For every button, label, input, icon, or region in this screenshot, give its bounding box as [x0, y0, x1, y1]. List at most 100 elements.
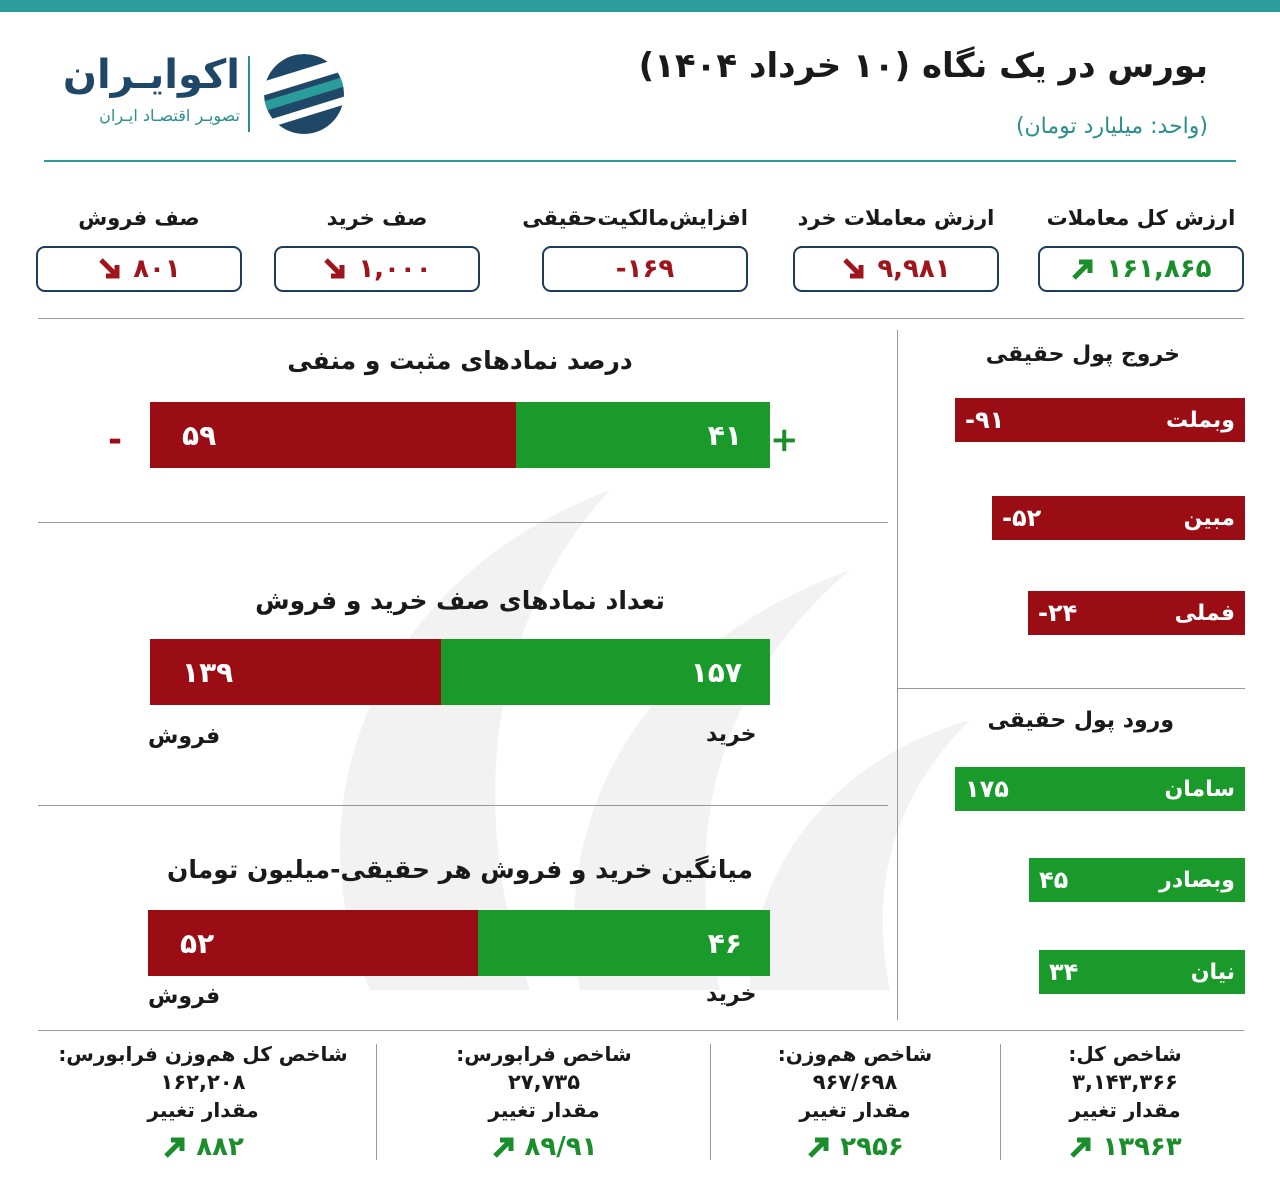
avg-buy-caption: خرید [706, 982, 757, 1007]
negative-value: ۵۹ [182, 418, 217, 452]
outflow-symbol: مبین [1183, 505, 1235, 531]
queue-symbols-bar: ۱۳۹ ۱۵۷ [150, 639, 770, 705]
outflow-symbol: فملی [1174, 600, 1235, 626]
kpi-label-ownership-change: افزایش‌مالکیت‌حقیقی [522, 206, 748, 230]
footer-divider-1 [376, 1044, 377, 1160]
arrow-up-icon [808, 1137, 829, 1158]
inflow-item: ۱۷۵ سامان [955, 767, 1245, 811]
kpi-label-retail-value: ارزش معاملات خرد [797, 206, 995, 230]
symbols-percent-bar: ۵۹ ۴۱ [150, 402, 770, 468]
section-divider-1 [38, 522, 888, 523]
outflow-item: -۵۲ مبین [992, 496, 1245, 540]
buy-caption: خرید [706, 722, 757, 747]
index-value: ۱۶۲,۲۰۸ [160, 1070, 246, 1094]
outflow-item: -۲۴ فملی [1028, 591, 1245, 635]
index-change-label: مقدار تغییر [1069, 1098, 1181, 1122]
top-accent-bar [0, 0, 1280, 12]
inflow-value: ۳۴ [1049, 958, 1079, 986]
kpi-box-retail-value: ۹,۹۸۱ [793, 246, 999, 292]
avg-buy-value: ۴۶ [707, 926, 742, 960]
kpi-divider [38, 318, 1244, 319]
index-value: ۲۷,۷۳۵ [507, 1070, 581, 1094]
kpi-value-sell-queue: ۸۰۱ [133, 254, 181, 284]
arrow-down-icon [99, 258, 120, 279]
arrow-down-icon [843, 258, 864, 279]
inflow-symbol: نیان [1190, 959, 1235, 985]
footer-divider [38, 1030, 1244, 1031]
outflow-symbol: وبملت [1166, 407, 1235, 433]
kpi-value-ownership-change: -۱۶۹ [615, 254, 675, 284]
outflow-value: -۹۱ [965, 406, 1005, 434]
index-label: شاخص هم‌وزن: [777, 1042, 933, 1066]
footer-divider-2 [710, 1044, 711, 1160]
brand-logo-icon [264, 54, 344, 134]
index-change-label: مقدار تغییر [799, 1098, 911, 1122]
watermark-logo [340, 490, 970, 990]
index-change-value: ۸۸۲ [196, 1132, 244, 1162]
arrow-up-icon [1070, 1137, 1091, 1158]
avg-sell-value: ۵۲ [180, 926, 215, 960]
arrow-up-icon [164, 1137, 185, 1158]
logo-divider [248, 56, 250, 132]
avg-sell-segment: ۵۲ [148, 910, 479, 976]
positive-segment: ۴۱ [515, 402, 770, 468]
inflow-value: ۱۷۵ [965, 775, 1009, 803]
sell-queue-segment: ۱۳۹ [150, 639, 442, 705]
kpi-box-sell-queue: ۸۰۱ [36, 246, 242, 292]
unit-note: (واحد: میلیارد تومان) [1015, 114, 1208, 139]
inflow-symbol: سامان [1164, 776, 1235, 802]
index-change-label: مقدار تغییر [488, 1098, 600, 1122]
header-divider [44, 160, 1236, 162]
inflow-item: ۳۴ نیان [1039, 950, 1245, 994]
kpi-label-buy-queue: صف خرید [326, 206, 428, 230]
index-change: ۱۳۹۶۳ [1010, 1132, 1240, 1162]
arrow-up-icon [492, 1137, 514, 1158]
minus-sign: - [108, 420, 123, 460]
outflow-value: -۵۲ [1002, 504, 1042, 532]
page-title: بورس در یک نگاه (۱۰ خرداد ۱۴۰۴) [638, 46, 1208, 86]
index-farabourse: شاخص فرابورس: ۲۷,۷۳۵ مقدار تغییر ۸۹/۹۱ [388, 1042, 700, 1162]
arrow-up-icon [1072, 259, 1093, 280]
avg-sell-caption: فروش [148, 984, 221, 1009]
index-label: شاخص کل: [1068, 1042, 1182, 1066]
index-change-label: مقدار تغییر [147, 1098, 259, 1122]
outflow-title: خروج پول حقیقی [985, 342, 1180, 367]
symbols-percent-title: درصد نمادهای مثبت و منفی [287, 346, 633, 375]
kpi-label-sell-queue: صف فروش [78, 206, 200, 230]
index-change: ۸۸۲ [40, 1132, 366, 1162]
index-change-value: ۱۳۹۶۳ [1102, 1132, 1182, 1162]
index-value: ۹۶۷/۶۹۸ [812, 1070, 898, 1094]
index-label: شاخص فرابورس: [456, 1042, 632, 1066]
outflow-item: -۹۱ وبملت [955, 398, 1245, 442]
index-total: شاخص کل: ۳,۱۴۳,۳۶۶ مقدار تغییر ۱۳۹۶۳ [1010, 1042, 1240, 1162]
kpi-box-total-value: ۱۶۱,۸۶۵ [1038, 246, 1244, 292]
arrow-down-icon [324, 258, 345, 279]
kpi-value-total-value: ۱۶۱,۸۶۵ [1106, 254, 1212, 284]
buy-queue-value: ۱۵۷ [690, 655, 742, 689]
index-farabourse-equal-weight: شاخص کل هم‌وزن فرابورس: ۱۶۲,۲۰۸ مقدار تغ… [40, 1042, 366, 1162]
inflow-item: ۴۵ وبصادر [1029, 858, 1245, 902]
avg-buy-segment: ۴۶ [478, 910, 770, 976]
kpi-value-retail-value: ۹,۹۸۱ [877, 254, 951, 284]
buy-queue-segment: ۱۵۷ [441, 639, 770, 705]
index-change-value: ۸۹/۹۱ [524, 1132, 598, 1162]
positive-value: ۴۱ [707, 418, 742, 452]
plus-sign: + [770, 420, 799, 460]
index-change: ۸۹/۹۱ [388, 1132, 700, 1162]
footer-divider-3 [1000, 1044, 1001, 1160]
index-change-value: ۲۹۵۶ [840, 1132, 904, 1162]
side-divider [897, 688, 1245, 689]
brand-tagline: تصویـر اقتصـاد ایـران [99, 106, 240, 125]
sell-queue-value: ۱۳۹ [182, 655, 234, 689]
inflow-title: ورود پول حقیقی [987, 708, 1174, 733]
inflow-symbol: وبصادر [1159, 867, 1235, 893]
avg-trade-bar: ۵۲ ۴۶ [148, 910, 770, 976]
index-label: شاخص کل هم‌وزن فرابورس: [58, 1042, 348, 1066]
inflow-value: ۴۵ [1039, 866, 1069, 894]
kpi-box-ownership-change: -۱۶۹ [542, 246, 748, 292]
kpi-value-buy-queue: ۱,۰۰۰ [358, 254, 432, 284]
avg-trade-title: میانگین خرید و فروش هر حقیقی-میلیون توما… [167, 855, 753, 884]
index-equal-weight: شاخص هم‌وزن: ۹۶۷/۶۹۸ مقدار تغییر ۲۹۵۶ [720, 1042, 990, 1162]
index-change: ۲۹۵۶ [720, 1132, 990, 1162]
side-column-divider [897, 330, 898, 1020]
